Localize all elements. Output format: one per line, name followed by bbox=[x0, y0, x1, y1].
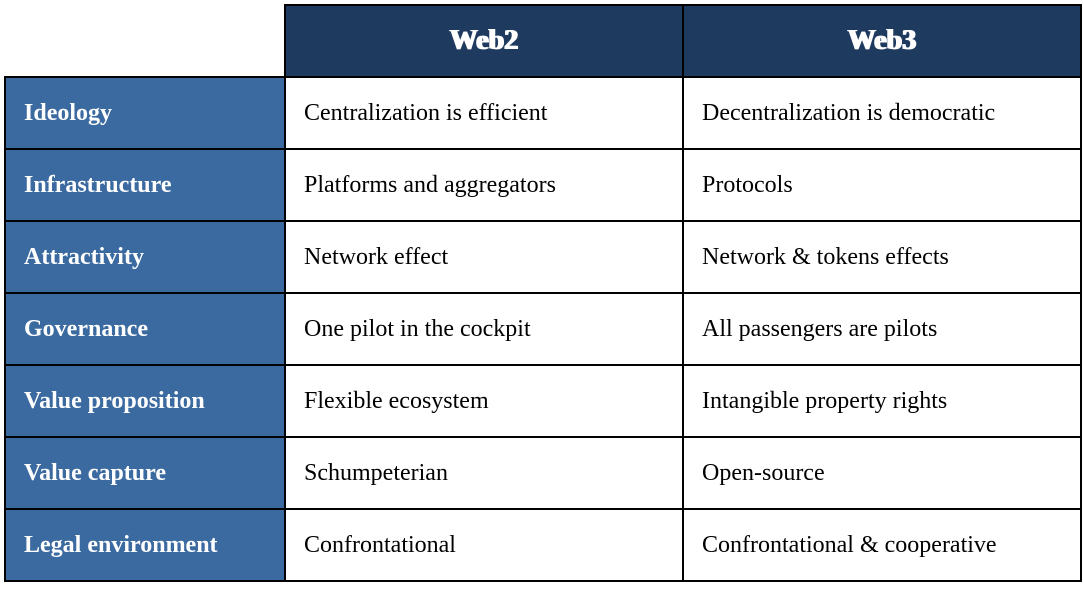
cell: Network effect bbox=[285, 221, 683, 293]
row-header-infrastructure: Infrastructure bbox=[5, 149, 285, 221]
row-header-value-capture: Value capture bbox=[5, 437, 285, 509]
table-row: Infrastructure Platforms and aggregators… bbox=[5, 149, 1081, 221]
row-header-value-proposition: Value proposition bbox=[5, 365, 285, 437]
cell: Network & tokens effects bbox=[683, 221, 1081, 293]
cell: Protocols bbox=[683, 149, 1081, 221]
row-header-attractivity: Attractivity bbox=[5, 221, 285, 293]
comparison-table: Web2 Web3 Ideology Centralization is eff… bbox=[4, 4, 1082, 582]
row-header-governance: Governance bbox=[5, 293, 285, 365]
cell: One pilot in the cockpit bbox=[285, 293, 683, 365]
cell: Decentralization is democratic bbox=[683, 77, 1081, 149]
cell: Confrontational bbox=[285, 509, 683, 581]
table-row: Governance One pilot in the cockpit All … bbox=[5, 293, 1081, 365]
row-header-legal-environment: Legal environment bbox=[5, 509, 285, 581]
table-row: Ideology Centralization is efficient Dec… bbox=[5, 77, 1081, 149]
cell: Flexible ecosystem bbox=[285, 365, 683, 437]
corner-cell bbox=[5, 5, 285, 77]
row-header-ideology: Ideology bbox=[5, 77, 285, 149]
table-row: Legal environment Confrontational Confro… bbox=[5, 509, 1081, 581]
column-header-web2: Web2 bbox=[285, 5, 683, 77]
cell: All passengers are pilots bbox=[683, 293, 1081, 365]
table-row: Value capture Schumpeterian Open-source bbox=[5, 437, 1081, 509]
table-row: Attractivity Network effect Network & to… bbox=[5, 221, 1081, 293]
cell: Centralization is efficient bbox=[285, 77, 683, 149]
cell: Schumpeterian bbox=[285, 437, 683, 509]
table-row: Value proposition Flexible ecosystem Int… bbox=[5, 365, 1081, 437]
table-header-row: Web2 Web3 bbox=[5, 5, 1081, 77]
cell: Confrontational & cooperative bbox=[683, 509, 1081, 581]
column-header-web3: Web3 bbox=[683, 5, 1081, 77]
cell: Open-source bbox=[683, 437, 1081, 509]
cell: Intangible property rights bbox=[683, 365, 1081, 437]
cell: Platforms and aggregators bbox=[285, 149, 683, 221]
